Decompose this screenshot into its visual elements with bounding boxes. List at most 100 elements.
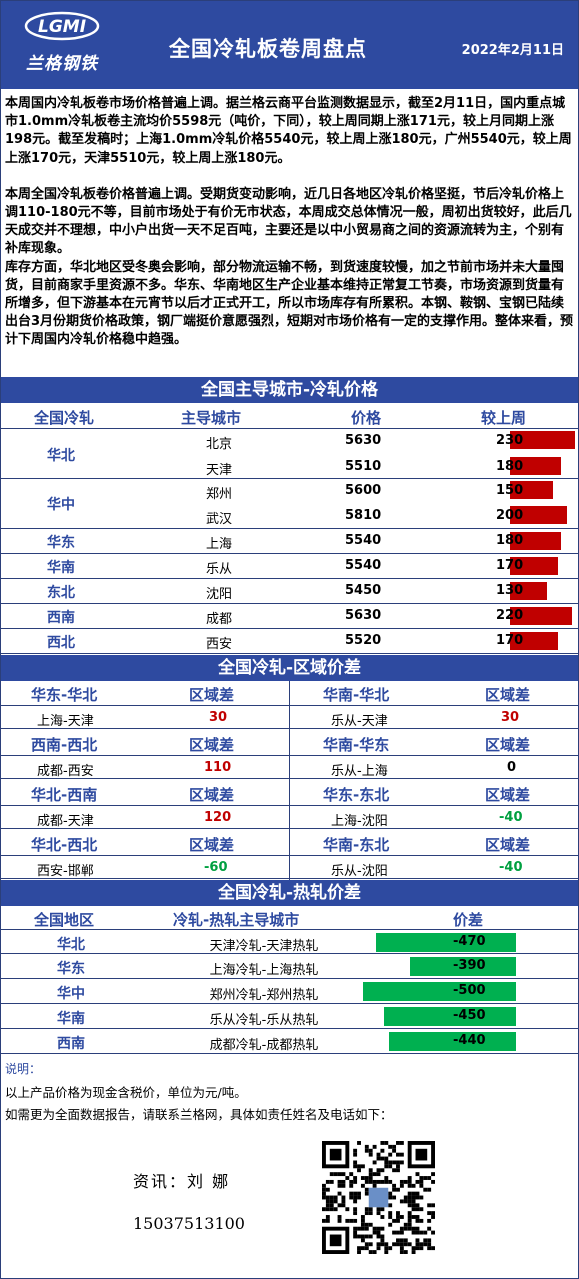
- qr-module: [388, 1152, 393, 1157]
- change-bar: [510, 532, 561, 550]
- qr-module: [372, 1230, 377, 1235]
- change-value: 180: [496, 533, 524, 548]
- qr-module: [431, 1230, 435, 1235]
- right-region-pair-head: 华南-华北: [323, 686, 390, 704]
- qr-module: [411, 1183, 416, 1188]
- change-value: 130: [496, 583, 524, 598]
- note-label: 说明：: [5, 1062, 42, 1076]
- qr-module: [419, 1183, 424, 1188]
- report-header: LGMI 兰格钢铁 全国冷轧板卷周盘点 2022年2月11日: [1, 1, 578, 89]
- qr-module: [360, 1215, 365, 1219]
- qr-module: [419, 1179, 424, 1184]
- qr-module: [403, 1222, 408, 1227]
- qr-module: [353, 1234, 358, 1239]
- qr-module: [360, 1164, 365, 1169]
- qr-module: [337, 1179, 342, 1184]
- right-diff-value: -40: [499, 810, 523, 825]
- price-value: 5540: [345, 558, 382, 573]
- qr-module: [407, 1179, 412, 1184]
- qr-module: [431, 1179, 435, 1184]
- qr-module: [364, 1207, 369, 1212]
- page-title: 全国冷轧板卷周盘点: [169, 37, 367, 61]
- qr-module: [399, 1250, 404, 1254]
- city-label: 郑州: [205, 487, 232, 502]
- center-divider: [289, 681, 290, 880]
- qr-module: [396, 1230, 400, 1235]
- qr-module: [415, 1207, 420, 1212]
- right-city-pair: 乐从-上海: [331, 764, 388, 779]
- qr-module: [341, 1203, 346, 1208]
- change-bar: [510, 457, 561, 475]
- qr-module: [407, 1226, 412, 1231]
- col-diff: 价差: [453, 911, 484, 929]
- qr-module: [427, 1176, 432, 1180]
- qr-module: [384, 1141, 389, 1145]
- qr-module: [423, 1176, 428, 1180]
- qr-module: [411, 1191, 416, 1196]
- qr-module: [427, 1246, 432, 1251]
- left-diff-head: 区域差: [189, 736, 235, 754]
- left-region-pair-head: 华东-华北: [31, 686, 98, 704]
- qr-module: [322, 1191, 326, 1196]
- col-region: 全国地区: [34, 911, 95, 929]
- diff-value: -390: [453, 958, 486, 973]
- qr-module: [337, 1218, 342, 1223]
- left-region-pair-head: 华北-西南: [31, 786, 98, 804]
- qr-module: [376, 1179, 381, 1184]
- logo-text: 兰格钢铁: [26, 54, 98, 74]
- qr-module: [403, 1238, 408, 1243]
- qr-module: [322, 1183, 326, 1188]
- diff-value: -440: [453, 1033, 486, 1048]
- qr-module: [431, 1203, 435, 1208]
- table-row: 西南 成都 5630 220: [1, 604, 578, 629]
- qr-module: [384, 1246, 389, 1251]
- qr-module: [333, 1207, 338, 1212]
- table-row: 华中 郑州冷轧-郑州热轧 -500: [1, 979, 578, 1004]
- diff-bar: [363, 982, 516, 1001]
- region-label: 华中: [57, 986, 85, 1002]
- qr-module: [353, 1226, 358, 1231]
- qr-module: [427, 1226, 432, 1231]
- qr-module: [396, 1164, 400, 1169]
- qr-module: [360, 1218, 365, 1223]
- lange-logo: LGMI 兰格钢铁: [19, 9, 105, 81]
- qr-module: [415, 1218, 420, 1223]
- logo-mark-text: LGMI: [38, 17, 86, 37]
- col-city-pair: 冷轧-热轧主导城市: [173, 911, 300, 929]
- qr-module: [341, 1183, 346, 1188]
- qr-module: [337, 1172, 342, 1177]
- qr-module: [419, 1246, 424, 1251]
- qr-module: [419, 1242, 424, 1247]
- qr-module: [419, 1230, 424, 1235]
- qr-module: [384, 1176, 389, 1180]
- qr-module: [368, 1172, 373, 1177]
- qr-module: [364, 1234, 369, 1239]
- right-diff-value: 30: [501, 710, 520, 725]
- qr-module: [380, 1168, 385, 1173]
- qr-module: [407, 1242, 412, 1247]
- left-diff-value: 120: [204, 810, 232, 825]
- qr-module: [388, 1179, 393, 1184]
- qr-module: [407, 1215, 412, 1219]
- region-label: 西南: [57, 1036, 85, 1052]
- right-diff-head: 区域差: [485, 836, 531, 854]
- qr-module: [368, 1242, 373, 1247]
- qr-module: [357, 1195, 361, 1200]
- change-value: 170: [496, 558, 524, 573]
- qr-module: [372, 1179, 377, 1184]
- qr-module: [329, 1195, 334, 1200]
- qr-module: [357, 1164, 361, 1169]
- qr-module: [368, 1211, 373, 1216]
- qr-module: [333, 1172, 338, 1177]
- qr-module: [325, 1199, 330, 1204]
- qr-module: [403, 1195, 408, 1200]
- qr-module: [392, 1183, 397, 1188]
- qr-module: [399, 1183, 404, 1188]
- qr-module: [407, 1211, 412, 1216]
- qr-module: [376, 1172, 381, 1177]
- qr-module: [388, 1211, 393, 1216]
- qr-module: [388, 1203, 393, 1208]
- qr-module: [333, 1195, 338, 1200]
- qr-module: [399, 1199, 404, 1204]
- city-label: 天津: [205, 463, 232, 478]
